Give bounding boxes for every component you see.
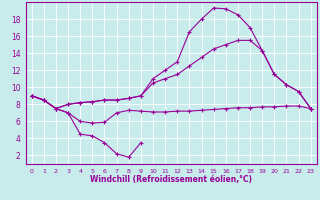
X-axis label: Windchill (Refroidissement éolien,°C): Windchill (Refroidissement éolien,°C) bbox=[90, 175, 252, 184]
